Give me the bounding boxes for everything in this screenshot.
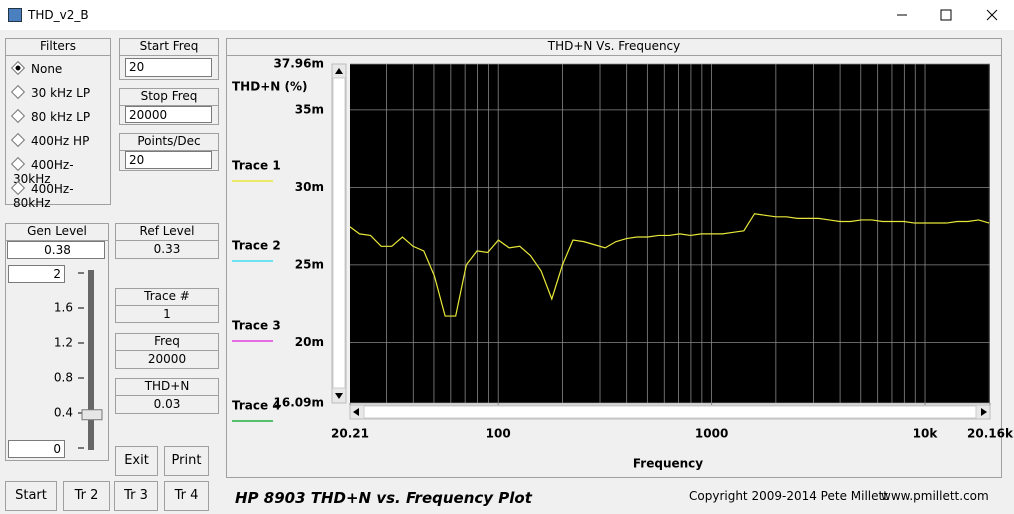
thdn-value: 0.03 <box>153 397 181 411</box>
plot: THD+N (%) Frequency 37.96m 35m 30m 25m 20m 16… <box>232 57 1014 471</box>
y-tick-label: 16.09m <box>274 396 324 410</box>
points-dec-input[interactable]: 20 <box>125 151 212 169</box>
trace-line <box>350 213 990 317</box>
stop-freq-group: Stop Freq 20000 <box>119 88 219 125</box>
gen-level-group: Gen Level 0.38 2 0 <box>5 223 109 461</box>
x-tick-label: 10k <box>913 427 939 441</box>
website: www.pmillett.com <box>881 489 989 503</box>
group-title: Filters <box>6 39 110 56</box>
thdn-group: THD+N 0.03 <box>115 378 219 414</box>
y-tick-label: 25m <box>295 257 324 271</box>
group-title: Points/Dec <box>120 134 218 151</box>
freq-group: Freq 20000 <box>115 333 219 369</box>
trace-num-group: Trace # 1 <box>115 288 219 323</box>
stop-freq-input[interactable]: 20000 <box>125 106 212 123</box>
filter-label: 400Hz HP <box>31 134 90 148</box>
slider-tick-label: 0.4 <box>54 406 73 420</box>
freq-value: 20000 <box>147 352 187 366</box>
tr2-button[interactable]: Tr 2 <box>63 481 110 511</box>
filter-option[interactable]: None <box>10 60 63 76</box>
group-title: Gen Level <box>6 224 108 241</box>
y-tick-label: 20m <box>295 335 324 349</box>
exit-button[interactable]: Exit <box>115 446 158 476</box>
group-title: Ref Level <box>116 224 218 241</box>
print-button[interactable]: Print <box>164 446 209 476</box>
group-title: THD+N <box>116 379 218 396</box>
filter-label: 80 kHz LP <box>31 110 91 124</box>
group-title: Trace # <box>116 289 218 306</box>
group-title: Freq <box>116 334 218 351</box>
filter-label: 400Hz-80kHz <box>13 182 74 210</box>
h-scroll-thumb[interactable] <box>363 405 977 419</box>
legend-label: Trace 1 <box>232 159 281 173</box>
gen-level-input[interactable]: 0.38 <box>7 241 105 259</box>
plot-title: THD+N Vs. Frequency <box>227 39 1001 56</box>
slider-tick-label: 1.2 <box>54 336 73 350</box>
slider-tick-label: 1.6 <box>54 301 73 315</box>
title-bar: THD_v2_B <box>0 0 1014 30</box>
legend-label: Trace 2 <box>232 239 281 253</box>
filter-label: 400Hz-30kHz <box>13 158 74 186</box>
filter-option[interactable]: 30 kHz LP <box>10 84 91 100</box>
start-freq-input[interactable]: 20 <box>125 58 212 77</box>
slider-track <box>88 270 94 450</box>
x-tick-label: 20.16k <box>967 427 1014 441</box>
slider-thumb[interactable] <box>81 409 103 421</box>
x-axis-label: Frequency <box>633 457 703 471</box>
y-tick-label: 35m <box>295 102 324 116</box>
window-title: THD_v2_B <box>28 8 89 22</box>
group-title: Start Freq <box>120 39 218 56</box>
x-tick-label: 1000 <box>695 427 728 441</box>
plot-area <box>350 64 990 403</box>
legend-label: Trace 4 <box>232 399 281 413</box>
ref-level-value: 0.33 <box>153 242 181 256</box>
y-tick-label: 37.96m <box>274 57 324 71</box>
points-dec-group: Points/Dec 20 <box>119 133 219 171</box>
filter-option[interactable]: 400Hz-30kHz <box>10 156 110 186</box>
v-scroll-thumb[interactable] <box>332 77 346 389</box>
slider-min-input[interactable]: 0 <box>8 440 65 458</box>
filter-option[interactable]: 80 kHz LP <box>10 108 91 124</box>
plot-panel: THD+N Vs. Frequency <box>226 38 1002 478</box>
slider-tick-label: 0.8 <box>54 371 73 385</box>
legend-label: Trace 3 <box>232 319 281 333</box>
footer-title: HP 8903 THD+N vs. Frequency Plot <box>235 489 532 507</box>
window-controls[interactable] <box>890 5 1010 25</box>
filter-label: None <box>31 62 63 76</box>
y-tick-label: 30m <box>295 180 324 194</box>
filter-label: 30 kHz LP <box>31 86 91 100</box>
filters-group: Filters None 30 kHz LP 80 kHz LP 400Hz HP 40… <box>5 38 111 210</box>
tr4-button[interactable]: Tr 4 <box>164 481 209 511</box>
x-tick-label: 20.21 <box>331 427 369 441</box>
gen-level-slider[interactable]: 1.6 1.2 0.8 0.4 <box>0 0 110 514</box>
start-freq-group: Start Freq 20 <box>119 38 219 80</box>
y-axis-label: THD+N (%) <box>232 80 307 94</box>
filter-option[interactable]: 400Hz HP <box>10 132 90 148</box>
trace-num-value: 1 <box>163 307 171 321</box>
copyright: Copyright 2009-2014 Pete Millett <box>689 489 888 503</box>
start-button[interactable]: Start <box>5 481 57 511</box>
tr3-button[interactable]: Tr 3 <box>114 481 158 511</box>
slider-max-input[interactable]: 2 <box>8 265 65 283</box>
filter-option[interactable]: 400Hz-80kHz <box>10 180 110 210</box>
ref-level-group: Ref Level 0.33 <box>115 223 219 259</box>
group-title: Stop Freq <box>120 89 218 106</box>
x-tick-label: 100 <box>486 427 511 441</box>
app-icon <box>8 8 22 22</box>
